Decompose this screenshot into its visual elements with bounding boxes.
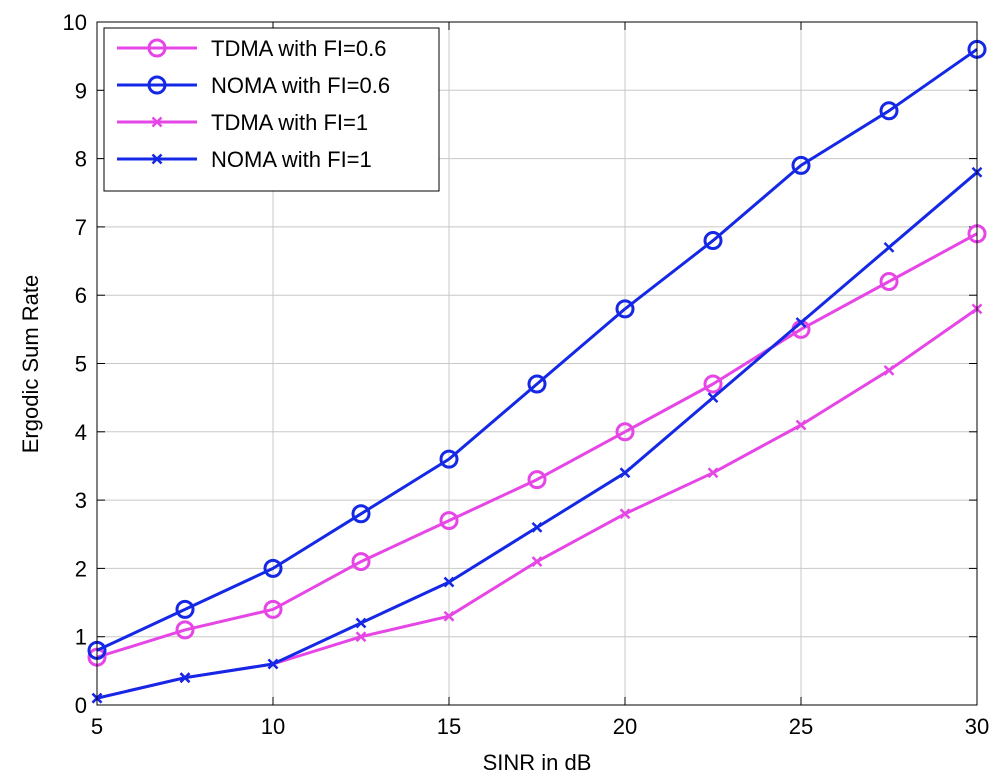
- y-axis-label: Ergodic Sum Rate: [18, 275, 43, 454]
- data-point: [615, 422, 635, 442]
- y-tick-label: 4: [75, 420, 87, 445]
- legend-marker: [147, 75, 167, 95]
- x-tick-label: 25: [789, 714, 813, 739]
- tick-labels: 5 10 15 20 25 30 0 1 2 3 4 5 6 7 8 9 10: [63, 10, 990, 739]
- legend-item: TDMA with FI=1: [117, 110, 368, 135]
- x-tick-label: 15: [437, 714, 461, 739]
- y-tick-label: 2: [75, 556, 87, 581]
- x-tick-label: 20: [613, 714, 637, 739]
- x-tick-label: 30: [965, 714, 989, 739]
- data-point: [527, 470, 547, 490]
- data-point: [707, 392, 719, 404]
- y-tick-label: 5: [75, 352, 87, 377]
- plot-frame: [96, 21, 978, 706]
- series-group: [87, 39, 987, 704]
- y-tick-label: 8: [75, 147, 87, 172]
- data-point: [619, 467, 631, 479]
- y-tick-label: 6: [75, 283, 87, 308]
- data-point: [615, 299, 635, 319]
- data-point: [883, 242, 895, 253]
- legend-label: NOMA with FI=0.6: [211, 73, 390, 98]
- legend-label: NOMA with FI=1: [211, 147, 372, 172]
- y-tick-label: 3: [75, 488, 87, 513]
- data-point: [443, 576, 455, 588]
- data-point: [703, 231, 723, 251]
- data-point: [531, 556, 543, 567]
- data-point: [267, 658, 279, 670]
- legend-item: TDMA with FI=0.6: [117, 36, 386, 61]
- data-point: [879, 101, 899, 121]
- y-tick-label: 10: [63, 10, 87, 35]
- grid: [97, 22, 977, 705]
- data-point: [351, 504, 371, 524]
- legend-marker: [151, 153, 163, 165]
- data-point: [795, 317, 807, 328]
- y-tick-label: 7: [75, 215, 87, 240]
- data-point: [527, 374, 547, 394]
- data-point: [619, 508, 631, 520]
- data-point: [443, 610, 455, 622]
- data-point: [439, 449, 459, 469]
- series-line: [96, 232, 978, 659]
- data-point: [351, 552, 371, 572]
- data-point: [175, 620, 195, 640]
- data-point: [703, 374, 723, 394]
- series-line: [96, 48, 978, 652]
- legend-item: NOMA with FI=0.6: [117, 73, 390, 98]
- data-point: [355, 631, 367, 643]
- x-tick-label: 5: [91, 714, 103, 739]
- series-2: [87, 39, 987, 660]
- data-point: [175, 599, 195, 619]
- data-point: [879, 272, 899, 292]
- data-point: [263, 599, 283, 619]
- y-tick-label: 9: [75, 78, 87, 103]
- legend: TDMA with FI=0.6 NOMA with FI=0.6 TDMA wit…: [103, 27, 440, 192]
- series-1: [87, 224, 987, 667]
- legend-marker: [151, 116, 163, 128]
- data-point: [263, 558, 283, 578]
- legend-item: NOMA with FI=1: [117, 147, 372, 172]
- y-tick-label: 0: [75, 693, 87, 718]
- data-point: [795, 419, 807, 431]
- data-point: [707, 467, 719, 479]
- data-point: [179, 672, 191, 684]
- series-4: [91, 166, 983, 704]
- x-axis-label: SINR in dB: [483, 750, 592, 775]
- data-point: [531, 522, 543, 533]
- data-point: [439, 511, 459, 531]
- legend-label: TDMA with FI=1: [211, 110, 368, 135]
- data-point: [791, 155, 811, 175]
- y-tick-label: 1: [75, 625, 87, 650]
- legend-marker: [147, 38, 167, 58]
- x-tick-label: 10: [261, 714, 285, 739]
- data-point: [355, 617, 367, 629]
- legend-label: TDMA with FI=0.6: [211, 36, 386, 61]
- data-point: [883, 364, 895, 376]
